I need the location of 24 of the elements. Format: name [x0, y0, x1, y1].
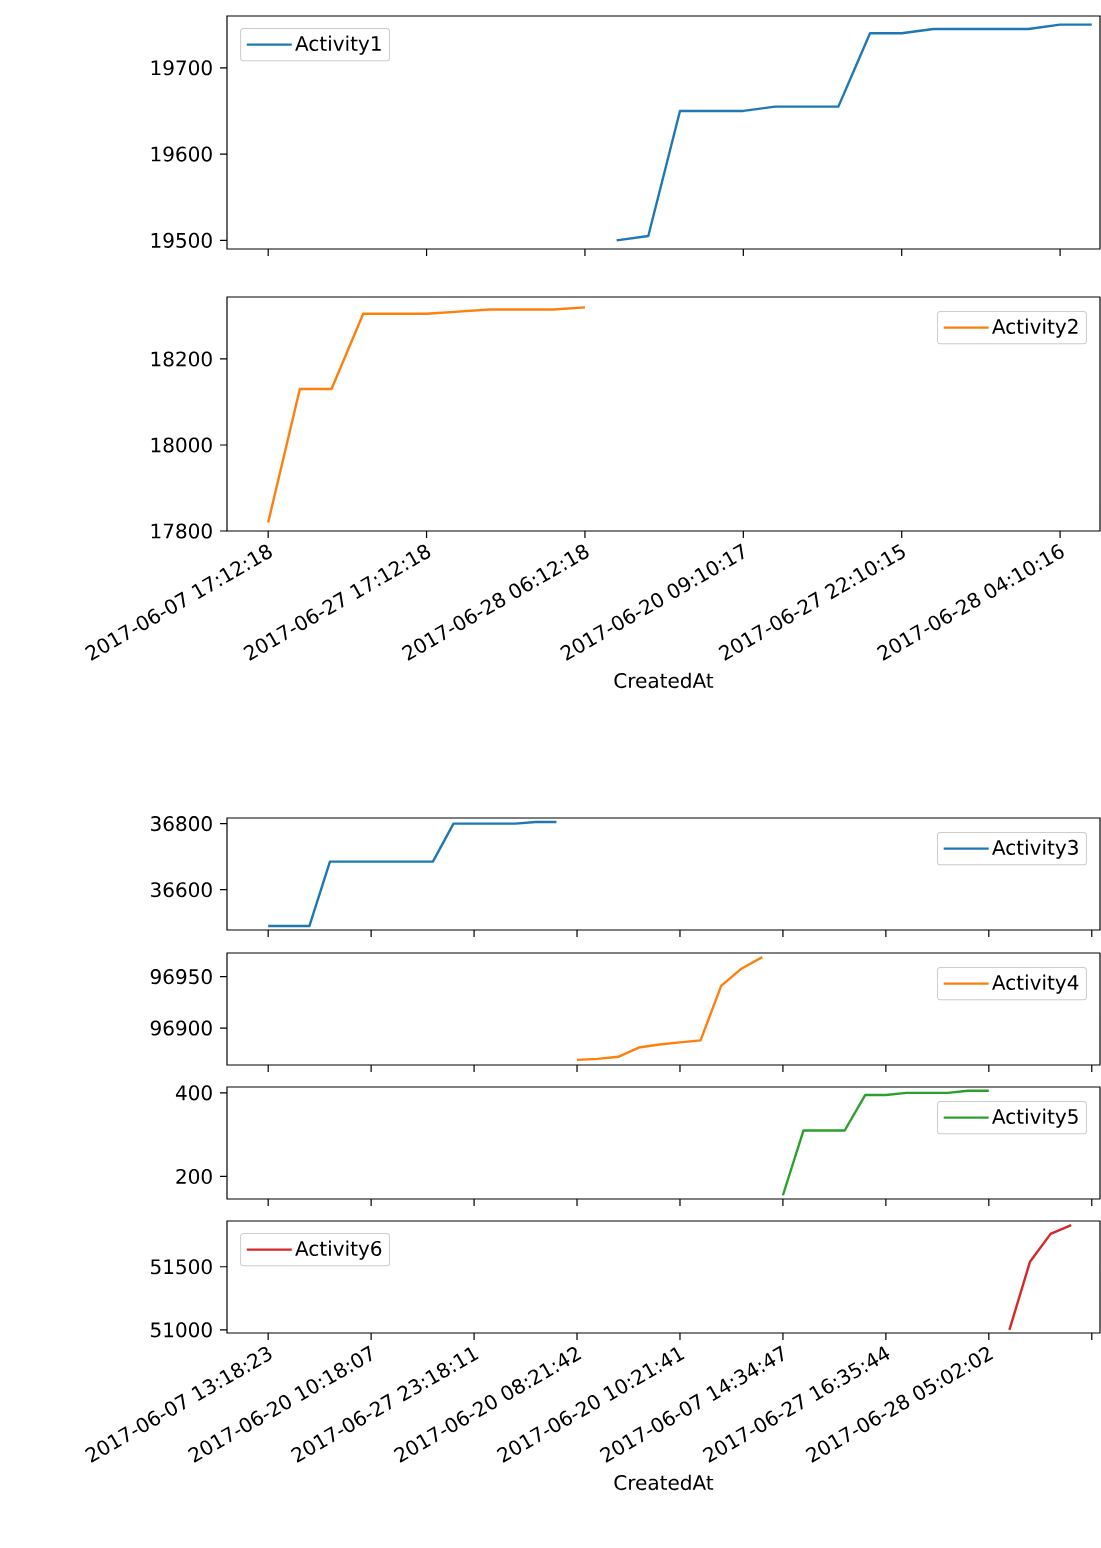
legend-label: Activity3 [992, 839, 1078, 859]
legend-label: Activity4 [992, 974, 1079, 994]
x-axis-title: CreatedAt [614, 672, 714, 689]
y-tick-label: 200 [176, 1168, 212, 1185]
y-tick-label: 400 [175, 1085, 212, 1101]
y-tick-label: 96950 [150, 969, 212, 985]
y-tick-label: 36800 [151, 816, 212, 832]
y-tick-label: 51000 [151, 1322, 212, 1338]
legend-label: Activity6 [295, 1240, 382, 1260]
y-tick-label: 51500 [151, 1259, 212, 1275]
y-tick-label: 18200 [151, 351, 212, 367]
legend-label: Activity5 [992, 1108, 1078, 1128]
y-tick-label: 18000 [151, 437, 212, 453]
line-series [575, 955, 764, 1062]
y-tick-label: 19600 [151, 146, 212, 162]
legend-label: Activity2 [992, 318, 1078, 338]
y-tick-label: 36600 [151, 882, 212, 898]
y-tick-label: 96900 [150, 1020, 212, 1036]
line-series [1008, 1223, 1073, 1332]
legend-label: Activity1 [295, 35, 381, 55]
x-axis-title: CreatedAt [614, 1474, 714, 1491]
y-tick-label: 19500 [151, 232, 212, 248]
y-tick-label: 19700 [151, 60, 212, 76]
y-tick-label: 17800 [151, 523, 212, 539]
